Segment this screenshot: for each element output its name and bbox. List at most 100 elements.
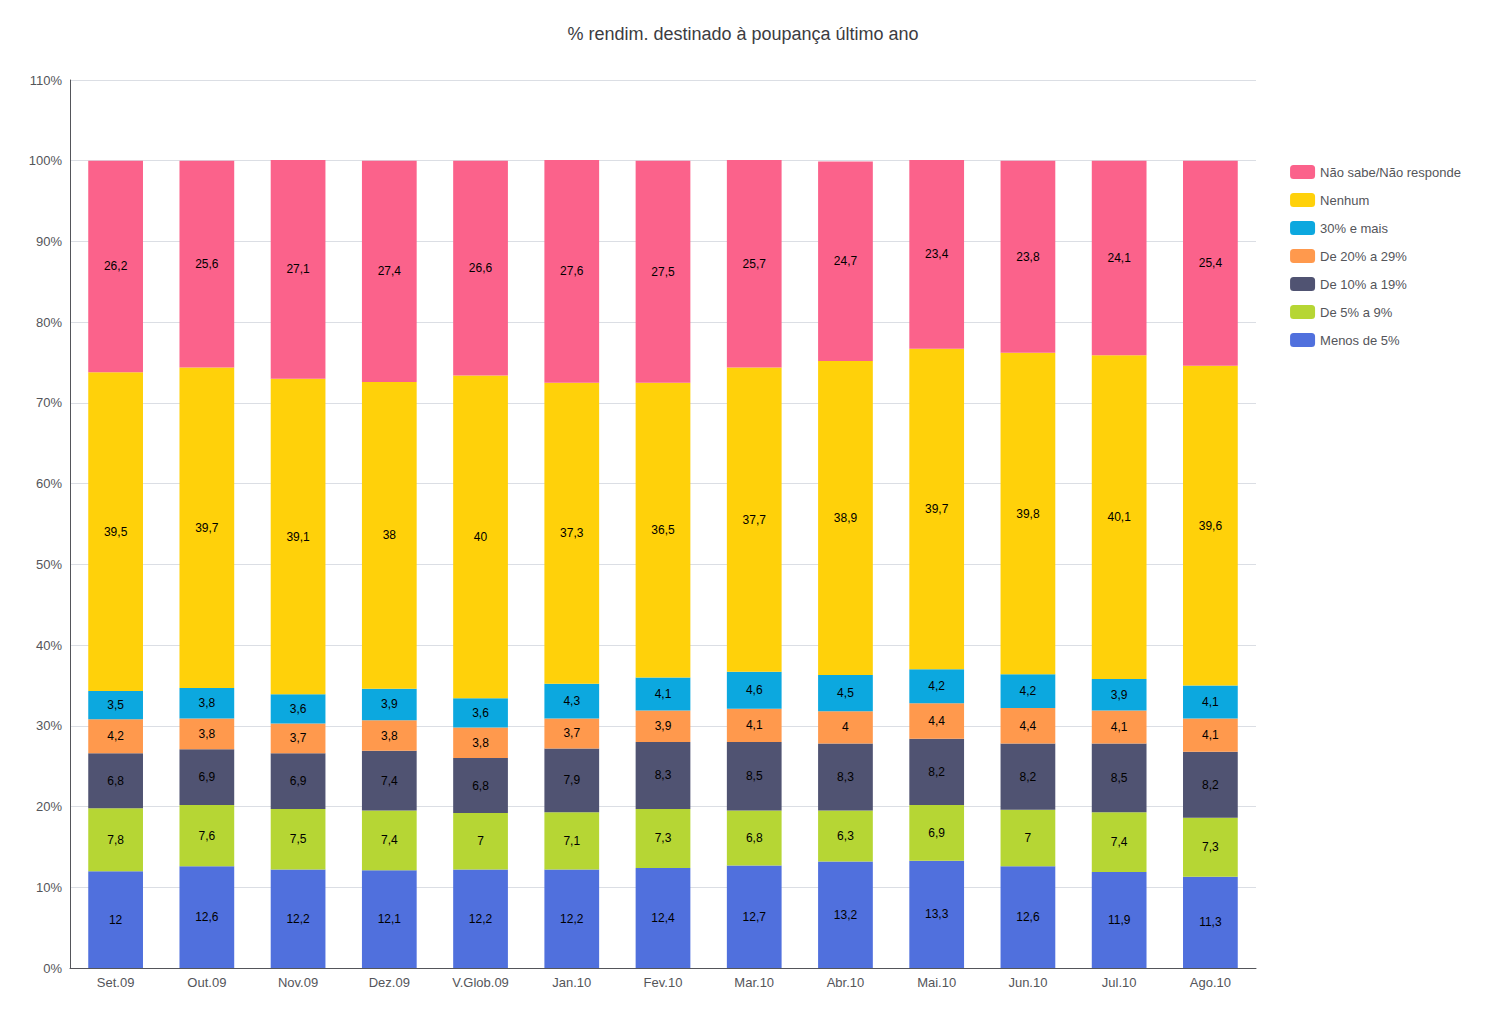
svg-text:Set.09: Set.09 — [97, 975, 135, 990]
svg-text:39,1: 39,1 — [286, 530, 310, 544]
svg-text:12,6: 12,6 — [195, 910, 219, 924]
svg-text:4,1: 4,1 — [655, 687, 672, 701]
svg-text:3,8: 3,8 — [199, 696, 216, 710]
svg-text:6,9: 6,9 — [290, 774, 307, 788]
svg-text:13,3: 13,3 — [925, 907, 949, 921]
svg-text:100%: 100% — [29, 153, 63, 168]
svg-text:De 5% a 9%: De 5% a 9% — [1320, 305, 1393, 320]
svg-text:30%: 30% — [36, 718, 62, 733]
svg-text:40: 40 — [474, 530, 488, 544]
svg-text:Nenhum: Nenhum — [1320, 193, 1369, 208]
svg-text:Jul.10: Jul.10 — [1102, 975, 1137, 990]
svg-text:20%: 20% — [36, 799, 62, 814]
svg-text:Mar.10: Mar.10 — [734, 975, 774, 990]
svg-text:39,8: 39,8 — [1016, 507, 1040, 521]
svg-text:26,2: 26,2 — [104, 259, 128, 273]
svg-text:37,7: 37,7 — [743, 513, 767, 527]
svg-text:V.Glob.09: V.Glob.09 — [452, 975, 509, 990]
svg-text:11,9: 11,9 — [1108, 913, 1131, 927]
svg-text:38,9: 38,9 — [834, 511, 858, 525]
svg-text:7,1: 7,1 — [563, 834, 580, 848]
svg-text:39,7: 39,7 — [925, 502, 949, 516]
svg-text:8,5: 8,5 — [1111, 771, 1128, 785]
svg-text:Não sabe/Não responde: Não sabe/Não responde — [1320, 165, 1461, 180]
svg-text:4,2: 4,2 — [107, 729, 124, 743]
svg-text:7,9: 7,9 — [563, 773, 580, 787]
svg-text:3,9: 3,9 — [381, 697, 398, 711]
svg-text:0%: 0% — [43, 961, 62, 976]
svg-text:7,4: 7,4 — [381, 833, 398, 847]
svg-text:8,2: 8,2 — [1020, 770, 1037, 784]
svg-text:27,4: 27,4 — [378, 264, 402, 278]
svg-text:Menos de 5%: Menos de 5% — [1320, 333, 1400, 348]
svg-text:38: 38 — [383, 528, 397, 542]
svg-text:7: 7 — [477, 834, 484, 848]
svg-text:6,8: 6,8 — [746, 831, 763, 845]
svg-text:4,2: 4,2 — [1020, 684, 1037, 698]
svg-text:30% e mais: 30% e mais — [1320, 221, 1388, 236]
svg-text:6,3: 6,3 — [837, 829, 854, 843]
svg-text:4,1: 4,1 — [746, 718, 763, 732]
svg-text:De 20% a 29%: De 20% a 29% — [1320, 249, 1407, 264]
svg-text:7,3: 7,3 — [1202, 840, 1219, 854]
svg-text:39,7: 39,7 — [195, 521, 219, 535]
svg-text:80%: 80% — [36, 315, 62, 330]
svg-text:3,7: 3,7 — [290, 731, 307, 745]
svg-text:8,2: 8,2 — [1202, 778, 1219, 792]
svg-text:4,1: 4,1 — [1202, 695, 1219, 709]
svg-text:4,2: 4,2 — [928, 679, 945, 693]
svg-text:7,4: 7,4 — [1111, 835, 1128, 849]
svg-text:7,8: 7,8 — [107, 833, 124, 847]
svg-text:27,6: 27,6 — [560, 264, 584, 278]
svg-text:50%: 50% — [36, 557, 62, 572]
svg-text:3,6: 3,6 — [290, 702, 307, 716]
svg-text:12,1: 12,1 — [378, 912, 402, 926]
svg-text:4,1: 4,1 — [1202, 728, 1219, 742]
svg-text:39,6: 39,6 — [1199, 519, 1223, 533]
svg-text:4,6: 4,6 — [746, 683, 763, 697]
svg-text:7,4: 7,4 — [381, 774, 398, 788]
svg-text:Jun.10: Jun.10 — [1008, 975, 1047, 990]
svg-text:7,3: 7,3 — [655, 831, 672, 845]
svg-text:13,2: 13,2 — [834, 908, 858, 922]
svg-text:Abr.10: Abr.10 — [827, 975, 865, 990]
svg-text:4,3: 4,3 — [563, 694, 580, 708]
svg-text:12,6: 12,6 — [1016, 910, 1040, 924]
svg-text:12,4: 12,4 — [651, 911, 675, 925]
svg-text:6,9: 6,9 — [199, 770, 216, 784]
svg-text:6,8: 6,8 — [107, 774, 124, 788]
svg-text:40%: 40% — [36, 638, 62, 653]
svg-text:36,5: 36,5 — [651, 523, 675, 537]
svg-text:3,8: 3,8 — [381, 729, 398, 743]
svg-text:12,2: 12,2 — [469, 912, 493, 926]
svg-text:3,8: 3,8 — [199, 727, 216, 741]
svg-text:8,2: 8,2 — [928, 765, 945, 779]
svg-text:4,1: 4,1 — [1111, 720, 1128, 734]
svg-text:11,3: 11,3 — [1199, 915, 1222, 929]
svg-text:3,9: 3,9 — [655, 719, 672, 733]
svg-text:8,3: 8,3 — [837, 770, 854, 784]
svg-text:23,8: 23,8 — [1016, 250, 1040, 264]
svg-text:12,2: 12,2 — [286, 912, 310, 926]
svg-text:6,8: 6,8 — [472, 779, 489, 793]
svg-text:4,4: 4,4 — [928, 714, 945, 728]
svg-text:4,4: 4,4 — [1020, 719, 1037, 733]
svg-text:3,8: 3,8 — [472, 736, 489, 750]
svg-text:3,6: 3,6 — [472, 706, 489, 720]
svg-text:90%: 90% — [36, 234, 62, 249]
svg-text:8,5: 8,5 — [746, 769, 763, 783]
svg-text:27,5: 27,5 — [651, 265, 675, 279]
svg-text:24,7: 24,7 — [834, 254, 858, 268]
svg-text:Fev.10: Fev.10 — [644, 975, 683, 990]
svg-text:60%: 60% — [36, 476, 62, 491]
svg-text:7: 7 — [1025, 831, 1032, 845]
svg-text:7,5: 7,5 — [290, 832, 307, 846]
svg-text:37,3: 37,3 — [560, 526, 584, 540]
svg-text:Jan.10: Jan.10 — [552, 975, 591, 990]
svg-text:27,1: 27,1 — [286, 262, 310, 276]
svg-text:25,7: 25,7 — [743, 257, 767, 271]
svg-text:Mai.10: Mai.10 — [917, 975, 956, 990]
svg-text:12,2: 12,2 — [560, 912, 584, 926]
svg-text:6,9: 6,9 — [928, 826, 945, 840]
svg-text:10%: 10% — [36, 880, 62, 895]
